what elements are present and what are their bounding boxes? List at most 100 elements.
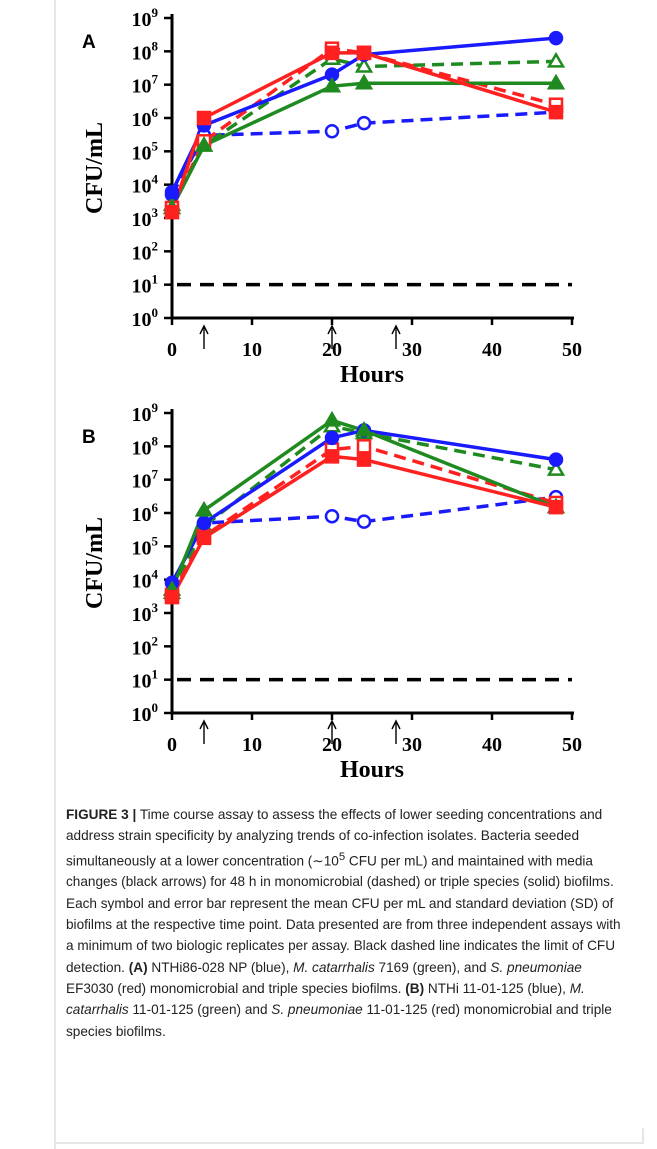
series-4-point bbox=[196, 515, 212, 531]
y-tick-label: 108 bbox=[132, 38, 159, 64]
series-1-point bbox=[356, 514, 372, 529]
chart-b-svg: B 100 101 102 103 104 105 106 107 108 109 0 10 20 30 40… bbox=[82, 400, 582, 783]
series-6-point bbox=[356, 45, 372, 61]
series-line-5 bbox=[170, 81, 556, 209]
media-change-arrowhead bbox=[391, 324, 401, 335]
x-tick-label: 20 bbox=[322, 734, 342, 756]
series-1-point bbox=[324, 124, 340, 139]
series-4-point bbox=[324, 430, 340, 446]
x-tick-label: 0 bbox=[167, 734, 177, 756]
y-tick-label: 107 bbox=[132, 72, 159, 98]
x-axis-label: Hours bbox=[340, 362, 404, 388]
y-tick-label: 103 bbox=[132, 600, 159, 626]
caption-b-species-1: M. catarrhalis bbox=[66, 980, 585, 1018]
y-tick-label: 106 bbox=[132, 500, 159, 526]
y-tick-label: 108 bbox=[132, 433, 159, 459]
figure-caption: FIGURE 3 | Time course assay to assess t… bbox=[66, 804, 624, 1042]
y-tick-label: 105 bbox=[132, 533, 159, 559]
caption-b-label: (B) bbox=[405, 980, 425, 996]
chart-a-svg: A 100 101 102 103 104 105 106 107 108 109 0 10 20 30 40… bbox=[82, 5, 582, 388]
caption-a-text-2: 7169 (green), and bbox=[374, 959, 491, 975]
y-tick-label: 109 bbox=[132, 5, 159, 31]
series-5-point bbox=[354, 420, 374, 437]
y-tick-label: 102 bbox=[132, 238, 159, 264]
chart-panel-b: B 100 101 102 103 104 105 106 107 108 109 0 10 20 30 40… bbox=[0, 395, 657, 783]
x-tick-label: 40 bbox=[482, 339, 502, 361]
media-change-arrowhead bbox=[391, 719, 401, 730]
caption-text-1: Time course assay to assess the effects … bbox=[66, 807, 603, 869]
y-tick-label: 101 bbox=[132, 667, 159, 693]
caption-b-species-2: S. pneumoniae bbox=[271, 1002, 363, 1018]
series-6-point bbox=[324, 449, 340, 464]
series-4-point bbox=[548, 30, 564, 46]
series-6-point bbox=[324, 45, 340, 61]
series-6-point bbox=[548, 499, 564, 515]
y-tick-label: 109 bbox=[132, 400, 159, 426]
series-6-point bbox=[164, 204, 180, 220]
series-2-point bbox=[546, 51, 566, 68]
y-tick-label: 104 bbox=[132, 567, 159, 593]
series-4-point bbox=[164, 184, 180, 200]
x-tick-label: 0 bbox=[167, 339, 177, 361]
series-1-point bbox=[324, 508, 340, 524]
media-change-arrowhead bbox=[327, 324, 337, 335]
caption-superscript: 5 bbox=[338, 850, 346, 863]
series-6-point bbox=[356, 452, 372, 467]
x-tick-label: 10 bbox=[242, 734, 262, 756]
y-tick-label: 102 bbox=[132, 633, 159, 659]
panel-label: B bbox=[82, 427, 96, 448]
y-tick-label: 100 bbox=[132, 305, 159, 331]
media-change-arrowhead bbox=[199, 719, 209, 730]
series-1-point bbox=[356, 115, 372, 131]
x-tick-label: 40 bbox=[482, 734, 502, 756]
y-tick-label: 104 bbox=[132, 172, 159, 198]
media-change-arrowhead bbox=[199, 324, 209, 335]
series-2-point bbox=[546, 460, 566, 476]
series-3-point bbox=[356, 439, 372, 454]
caption-a-species-2: S. pneumoniae bbox=[490, 959, 582, 975]
x-tick-label: 50 bbox=[562, 734, 582, 756]
series-6-point bbox=[196, 530, 212, 546]
caption-a-species-1: M. catarrhalis bbox=[293, 959, 375, 975]
series-5-point bbox=[322, 410, 342, 427]
caption-text-2: CFU per mL) and maintained with media ch… bbox=[66, 853, 621, 975]
series-5-point bbox=[354, 73, 374, 90]
y-tick-label: 106 bbox=[132, 105, 159, 131]
caption-b-text-2: 11-01-125 (green) and bbox=[128, 1002, 272, 1018]
y-axis-label: CFU/mL bbox=[82, 517, 108, 609]
y-tick-label: 100 bbox=[132, 700, 159, 726]
y-tick-label: 105 bbox=[132, 138, 159, 164]
caption-b-text-1: NTHi 11-01-125 (blue), bbox=[424, 980, 570, 996]
chart-panel-a: A 100 101 102 103 104 105 106 107 108 109 0 10 20 30 40… bbox=[0, 0, 657, 388]
x-tick-label: 30 bbox=[402, 734, 422, 756]
series-5-point bbox=[322, 76, 342, 93]
caption-frame-right bbox=[642, 1128, 644, 1144]
caption-frame-bottom bbox=[54, 1142, 644, 1144]
series-line-1 bbox=[170, 495, 557, 584]
caption-a-label: (A) bbox=[128, 959, 148, 975]
media-change-arrowhead bbox=[327, 719, 337, 730]
y-axis-label: CFU/mL bbox=[82, 122, 108, 214]
x-axis-label: Hours bbox=[340, 757, 404, 783]
caption-a-text-3: EF3030 (red) monomicrobial and triple sp… bbox=[66, 980, 402, 996]
caption-a-text-1: NTHi86-028 NP (blue), bbox=[147, 959, 294, 975]
caption-b-text-3: 11-01-125 (red) monomicrobial and triple… bbox=[66, 1002, 612, 1039]
series-5-point bbox=[194, 500, 214, 517]
series-6-point bbox=[164, 589, 180, 605]
caption-label: FIGURE 3 | bbox=[66, 807, 137, 822]
y-tick-label: 101 bbox=[132, 272, 159, 298]
series-2-point bbox=[354, 57, 374, 73]
panel-label: A bbox=[82, 32, 96, 53]
series-6-point bbox=[196, 110, 212, 126]
series-5-point bbox=[194, 135, 214, 152]
x-tick-label: 30 bbox=[402, 339, 422, 361]
series-5-point bbox=[546, 73, 566, 90]
x-tick-label: 50 bbox=[562, 339, 582, 361]
caption-frame-left bbox=[54, 0, 56, 1149]
series-6-point bbox=[548, 104, 564, 120]
series-4-point bbox=[548, 452, 564, 467]
x-tick-label: 20 bbox=[322, 339, 342, 361]
y-tick-label: 107 bbox=[132, 467, 159, 493]
y-tick-label: 103 bbox=[132, 205, 159, 231]
x-tick-label: 10 bbox=[242, 339, 262, 361]
